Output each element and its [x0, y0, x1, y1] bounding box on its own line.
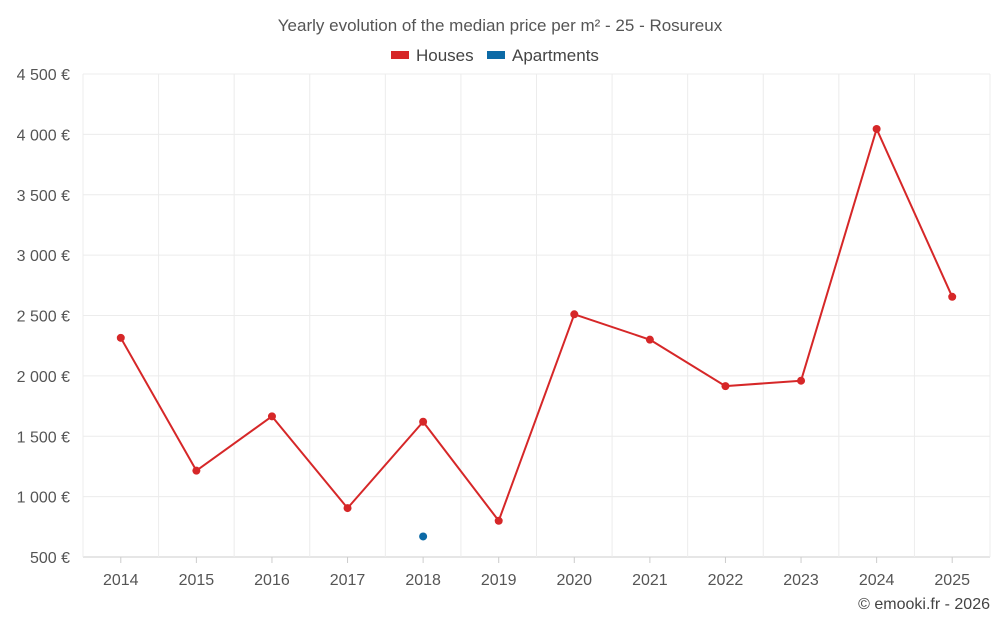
data-point-houses-2018[interactable]	[419, 417, 428, 426]
x-tick-label: 2022	[708, 572, 744, 589]
y-tick-label: 1 500 €	[17, 429, 70, 446]
credit-text: © emooki.fr - 2026	[858, 596, 990, 613]
x-tick-label: 2017	[330, 572, 366, 589]
legend: Houses Apartments	[391, 46, 599, 65]
x-tick-label: 2019	[481, 572, 517, 589]
legend-label-apartments: Apartments	[512, 46, 599, 65]
x-tick-label: 2024	[859, 572, 895, 589]
data-point-houses-2016[interactable]	[267, 412, 276, 421]
data-point-houses-2019[interactable]	[494, 516, 503, 525]
data-point-houses-2022[interactable]	[721, 382, 730, 391]
y-tick-label: 3 500 €	[17, 188, 70, 205]
x-axis-ticks: 2014 2015 2016 2017 2018 2019 2020 2021 2022 2023…	[103, 557, 970, 589]
data-point-houses-2025[interactable]	[948, 292, 957, 301]
x-tick-label: 2023	[783, 572, 819, 589]
legend-item-apartments[interactable]: Apartments	[487, 46, 599, 65]
legend-item-houses[interactable]: Houses	[391, 46, 474, 65]
x-tick-label: 2021	[632, 572, 668, 589]
data-point-houses-2020[interactable]	[570, 310, 579, 319]
legend-swatch-apartments	[487, 51, 505, 59]
data-point-houses-2017[interactable]	[343, 504, 352, 513]
legend-label-houses: Houses	[416, 46, 474, 65]
grid	[82, 73, 991, 558]
x-tick-label: 2020	[556, 572, 592, 589]
data-point-houses-2024[interactable]	[872, 124, 881, 133]
x-tick-label: 2018	[405, 572, 441, 589]
series	[116, 124, 957, 541]
data-point-houses-2014[interactable]	[116, 333, 125, 342]
x-tick-label: 2016	[254, 572, 290, 589]
chart-title: Yearly evolution of the median price per…	[278, 16, 723, 35]
x-tick-label: 2025	[934, 572, 970, 589]
y-tick-label: 2 000 €	[17, 369, 70, 386]
data-point-houses-2023[interactable]	[797, 376, 806, 385]
data-point-houses-2015[interactable]	[192, 466, 201, 475]
x-tick-label: 2015	[179, 572, 215, 589]
y-tick-label: 1 000 €	[17, 490, 70, 507]
data-point-houses-2021[interactable]	[645, 335, 654, 344]
series-line-houses	[119, 127, 954, 522]
y-tick-label: 500 €	[30, 550, 70, 567]
data-point-apartments-2018[interactable]	[419, 532, 428, 541]
y-tick-label: 4 500 €	[17, 67, 70, 84]
y-axis-ticks: 500 € 1 000 € 1 500 € 2 000 € 2 500 € 3 000 €…	[17, 67, 70, 567]
y-tick-label: 4 000 €	[17, 127, 70, 144]
x-tick-label: 2014	[103, 572, 139, 589]
y-tick-label: 2 500 €	[17, 309, 70, 326]
y-tick-label: 3 000 €	[17, 248, 70, 265]
legend-swatch-houses	[391, 51, 409, 59]
